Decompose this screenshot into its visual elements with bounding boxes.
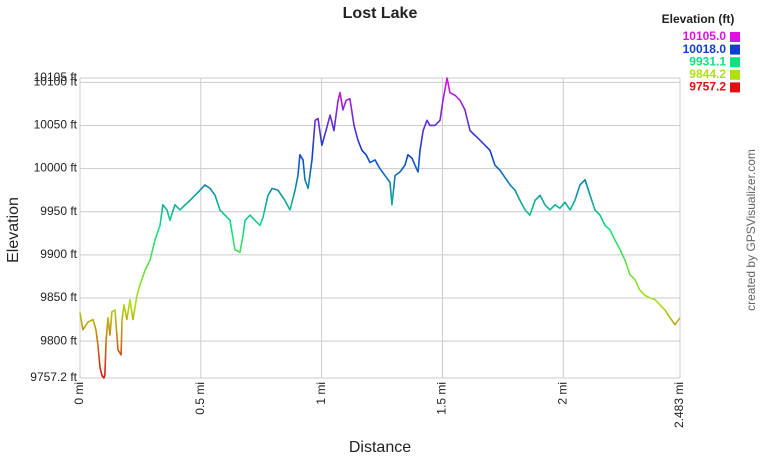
y-tick-label: 9757.2 ft bbox=[30, 370, 77, 384]
legend-swatch bbox=[730, 57, 740, 68]
x-tick-label: 0 mi bbox=[72, 382, 86, 405]
y-tick-label: 10100 ft bbox=[34, 74, 78, 88]
legend-label: 10018.0 bbox=[683, 42, 727, 56]
legend-swatch bbox=[730, 44, 740, 55]
x-tick-label: 1 mi bbox=[314, 382, 328, 405]
x-tick-label: 0.5 mi bbox=[193, 382, 207, 415]
legend-swatch bbox=[730, 69, 740, 80]
y-tick-label: 9800 ft bbox=[40, 333, 77, 347]
y-tick-label: 10105 ft bbox=[34, 70, 78, 84]
x-tick-label: 1.5 mi bbox=[435, 382, 449, 415]
legend-title: Elevation (ft) bbox=[662, 12, 735, 26]
legend-label: 9844.2 bbox=[689, 67, 726, 81]
y-tick-label: 10000 ft bbox=[34, 161, 78, 175]
y-tick-label: 9850 ft bbox=[40, 290, 77, 304]
legend-label: 9931.1 bbox=[689, 54, 726, 68]
x-tick-label: 2 mi bbox=[555, 382, 569, 405]
chart-title: Lost Lake bbox=[343, 5, 418, 22]
y-axis-title: Elevation bbox=[5, 197, 22, 263]
x-tick-label: 2.483 mi bbox=[672, 382, 686, 428]
elevation-line bbox=[79, 77, 681, 379]
legend-label: 10105.0 bbox=[683, 29, 727, 43]
y-tick-label: 9950 ft bbox=[40, 204, 77, 218]
y-tick-label: 9900 ft bbox=[40, 247, 77, 261]
legend-swatch bbox=[730, 32, 740, 42]
legend-swatch bbox=[730, 82, 740, 93]
y-tick-label: 10050 ft bbox=[34, 118, 78, 132]
credit: created by GPSVisualizer.com bbox=[744, 149, 758, 311]
legend-label: 9757.2 bbox=[689, 80, 726, 94]
x-axis-title: Distance bbox=[349, 439, 411, 456]
